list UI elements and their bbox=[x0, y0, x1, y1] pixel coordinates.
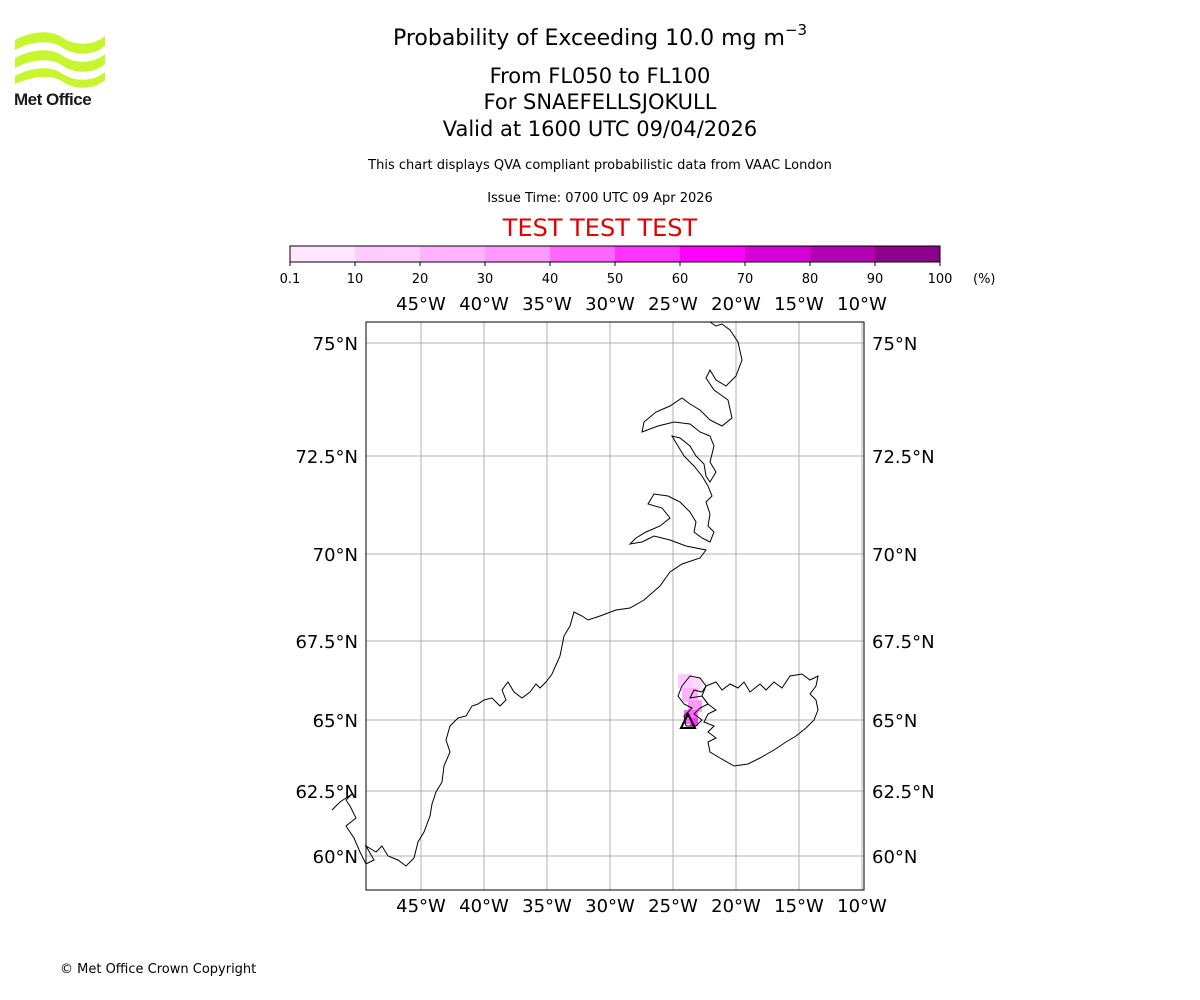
map-frame bbox=[365, 321, 865, 891]
lon-label-top: 20°W bbox=[711, 294, 761, 315]
colorbar-tick-label: 100 bbox=[928, 272, 953, 287]
met-office-logo: Met Office bbox=[13, 28, 109, 114]
colorbar-segment bbox=[615, 246, 680, 262]
colorbar-segment bbox=[355, 246, 420, 262]
graticule-labels: 45°W 45°W 40°W 40°W 35°W 35°W 30°W 30°W 25°W 25°W… bbox=[295, 294, 934, 917]
chart-title: Probability of Exceeding 10.0 mg m−3 bbox=[392, 21, 808, 52]
lon-label-bottom: 45°W bbox=[396, 896, 446, 917]
colorbar-tick-label: 50 bbox=[607, 272, 624, 287]
colorbar-tick-label: 20 bbox=[412, 272, 429, 287]
colorbar-segment bbox=[745, 246, 810, 262]
lat-label-left: 65°N bbox=[313, 711, 358, 732]
colorbar-tick-label: 70 bbox=[737, 272, 754, 287]
lat-label-right: 72.5°N bbox=[872, 447, 935, 468]
lon-label-top: 30°W bbox=[585, 294, 635, 315]
colorbar-segment bbox=[875, 246, 940, 262]
issue-time: Issue Time: 0700 UTC 09 Apr 2026 bbox=[487, 191, 713, 206]
lat-label-left: 60°N bbox=[313, 847, 358, 868]
colorbar-tick-label: 30 bbox=[477, 272, 494, 287]
lat-label-left: 62.5°N bbox=[295, 782, 358, 803]
colorbar-segment bbox=[485, 246, 550, 262]
lat-label-left: 75°N bbox=[313, 334, 358, 355]
colorbar-tick-label: 80 bbox=[802, 272, 819, 287]
lon-label-bottom: 35°W bbox=[522, 896, 572, 917]
colorbar-segment bbox=[680, 246, 745, 262]
lon-label-bottom: 25°W bbox=[648, 896, 698, 917]
colorbar-tick-label: 10 bbox=[347, 272, 364, 287]
valid-time: Valid at 1600 UTC 09/04/2026 bbox=[442, 117, 758, 141]
plume-cell bbox=[682, 688, 698, 702]
lon-label-top: 45°W bbox=[396, 294, 446, 315]
iceland-coastline-main bbox=[701, 673, 819, 767]
met-office-wave-icon bbox=[15, 32, 105, 88]
lon-label-top: 15°W bbox=[774, 294, 824, 315]
greenland-coastline bbox=[331, 321, 743, 867]
lon-label-top: 10°W bbox=[837, 294, 887, 315]
lon-label-bottom: 20°W bbox=[711, 896, 761, 917]
lon-label-top: 25°W bbox=[648, 294, 698, 315]
colorbar-tick-label: 40 bbox=[542, 272, 559, 287]
logo-text: Met Office bbox=[14, 90, 92, 109]
disclaimer: This chart displays QVA compliant probab… bbox=[368, 158, 832, 173]
lat-label-right: 67.5°N bbox=[872, 632, 935, 653]
lat-label-left: 67.5°N bbox=[295, 632, 358, 653]
colorbar-tick-label: 60 bbox=[672, 272, 689, 287]
colorbar-tick-label: 0.1 bbox=[280, 272, 300, 287]
volcano-triangle-icon bbox=[679, 711, 697, 729]
colorbar-segment bbox=[550, 246, 615, 262]
coastlines bbox=[331, 321, 819, 867]
lat-label-right: 62.5°N bbox=[872, 782, 935, 803]
lat-label-left: 72.5°N bbox=[295, 447, 358, 468]
probability-colorbar: 0.1 10 20 30 40 50 60 70 80 90 100 (%) bbox=[280, 245, 996, 287]
colorbar-segment bbox=[810, 246, 875, 262]
colorbar-segment bbox=[290, 246, 355, 262]
lat-label-right: 70°N bbox=[872, 545, 917, 566]
colorbar-unit: (%) bbox=[973, 272, 996, 287]
colorbar-tick-label: 90 bbox=[867, 272, 884, 287]
plume-cell bbox=[690, 718, 698, 726]
lat-label-right: 65°N bbox=[872, 711, 917, 732]
lon-label-bottom: 15°W bbox=[774, 896, 824, 917]
lon-label-bottom: 40°W bbox=[459, 896, 509, 917]
lon-label-bottom: 30°W bbox=[585, 896, 635, 917]
map-panel: 45°W 45°W 40°W 40°W 35°W 35°W 30°W 30°W 25°W 25°W… bbox=[295, 294, 934, 917]
lon-label-bottom: 10°W bbox=[837, 896, 887, 917]
lat-label-right: 75°N bbox=[872, 334, 917, 355]
lat-label-right: 60°N bbox=[872, 847, 917, 868]
plume-cell bbox=[692, 678, 702, 690]
test-banner: TEST TEST TEST bbox=[502, 214, 698, 242]
copyright: © Met Office Crown Copyright bbox=[60, 962, 257, 977]
lon-label-top: 35°W bbox=[522, 294, 572, 315]
graticule bbox=[366, 322, 864, 890]
lat-label-left: 70°N bbox=[313, 545, 358, 566]
colorbar-segment bbox=[420, 246, 485, 262]
level-range: From FL050 to FL100 bbox=[489, 64, 711, 88]
lon-label-top: 40°W bbox=[459, 294, 509, 315]
volcano-name: For SNAEFELLSJOKULL bbox=[483, 90, 717, 114]
